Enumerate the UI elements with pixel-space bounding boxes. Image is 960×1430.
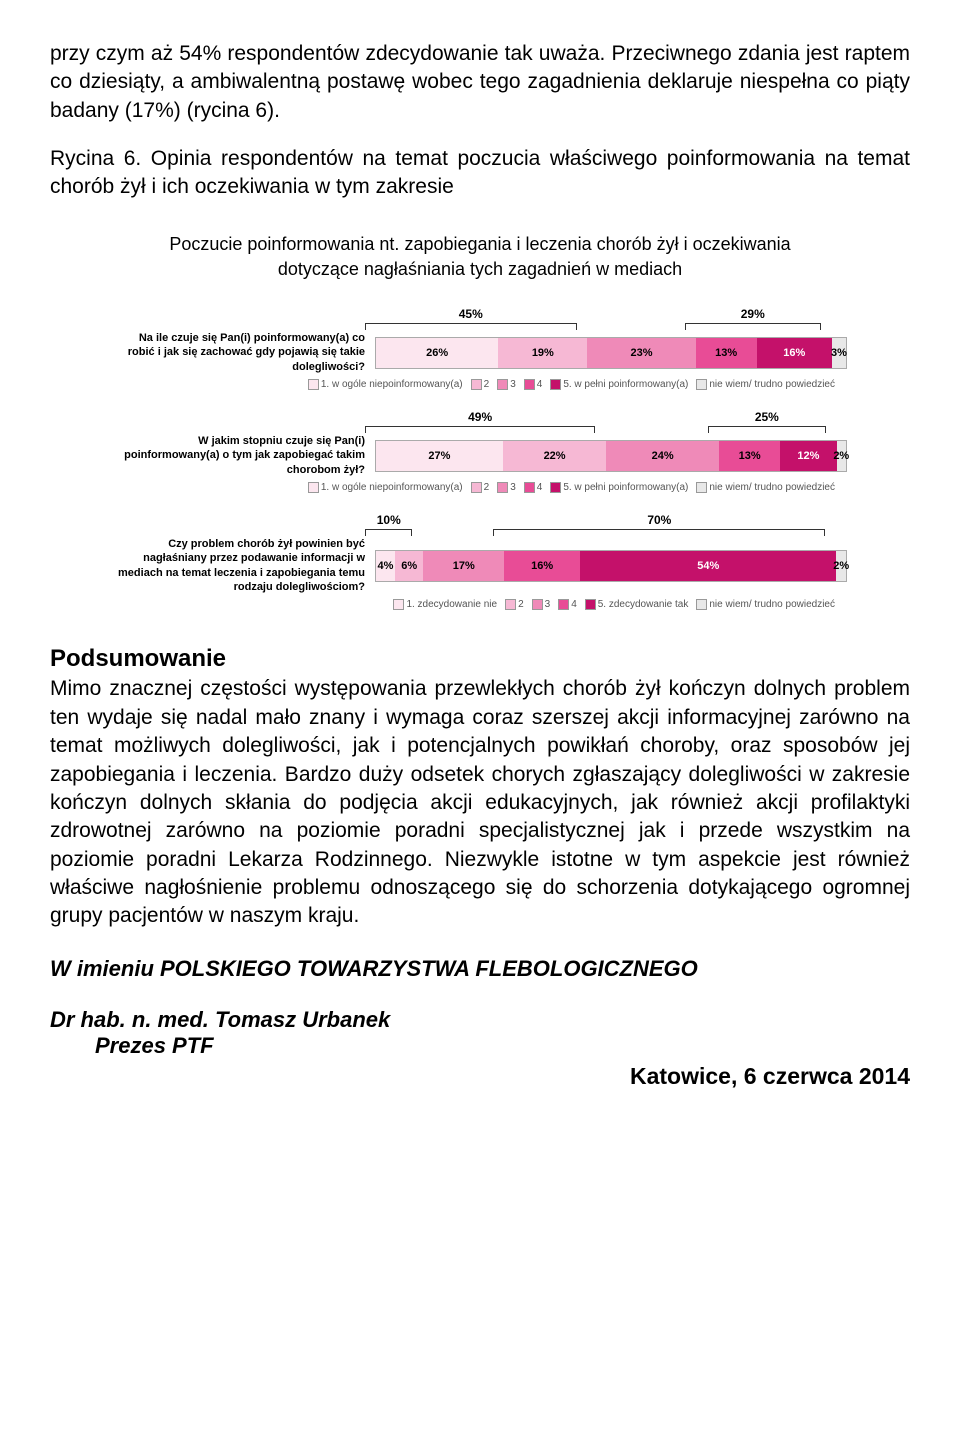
chart-question: Czy problem chorób żył powinien być nagł… bbox=[110, 537, 375, 594]
legend-swatch bbox=[497, 379, 508, 390]
legend-label: 4 bbox=[571, 599, 577, 610]
legend-label: nie wiem/ trudno powiedzieć bbox=[709, 482, 835, 493]
summary-heading: Podsumowanie bbox=[50, 645, 910, 673]
bar-segment: 13% bbox=[719, 441, 780, 471]
bar-segment: 2% bbox=[836, 551, 845, 581]
legend-label: 4 bbox=[537, 482, 543, 493]
legend-label: 5. w pełni poinformowany(a) bbox=[563, 379, 688, 390]
bracket-label: 10% bbox=[365, 513, 412, 536]
intro-paragraph-2: Rycina 6. Opinia respondentów na temat p… bbox=[50, 145, 910, 202]
legend-label: 5. w pełni poinformowany(a) bbox=[563, 482, 688, 493]
bracket-row: 45% 29% bbox=[110, 307, 960, 329]
legend-label: 1. w ogóle niepoinformowany(a) bbox=[321, 482, 463, 493]
chart-row: Na ile czuje się Pan(i) poinformowany(a)… bbox=[110, 331, 850, 374]
legend-swatch bbox=[471, 482, 482, 493]
bar-segment: 2% bbox=[837, 441, 846, 471]
legend-swatch bbox=[550, 482, 561, 493]
legend-swatch bbox=[524, 482, 535, 493]
legend-label: 1. zdecydowanie nie bbox=[406, 599, 497, 610]
chart-legend: 1. zdecydowanie nie 2 3 4 5. zdecydowanie ta… bbox=[110, 599, 835, 610]
chart-main-title: Poczucie poinformowania nt. zapobiegania… bbox=[130, 232, 830, 282]
legend-swatch bbox=[558, 599, 569, 610]
stacked-bar: 27%22%24%13%12%2% bbox=[375, 440, 847, 472]
bracket-row: 10% 70% bbox=[110, 513, 960, 535]
bar-segment: 26% bbox=[376, 338, 498, 368]
bar-segment: 54% bbox=[580, 551, 836, 581]
legend-label: 1. w ogóle niepoinformowany(a) bbox=[321, 379, 463, 390]
bar-segment: 24% bbox=[606, 441, 719, 471]
signature-name: Dr hab. n. med. Tomasz Urbanek bbox=[50, 1007, 910, 1033]
bracket-label: 25% bbox=[708, 410, 826, 433]
bar-segment: 4% bbox=[376, 551, 395, 581]
legend-swatch bbox=[696, 599, 707, 610]
intro-paragraph-1: przy czym aż 54% respondentów zdecydowan… bbox=[50, 40, 910, 125]
bar-segment: 16% bbox=[504, 551, 580, 581]
bar-segment: 16% bbox=[757, 338, 832, 368]
chart-row: Czy problem chorób żył powinien być nagł… bbox=[110, 537, 850, 594]
chart-legend: 1. w ogóle niepoinformowany(a) 2 3 4 5. w pe… bbox=[110, 379, 835, 390]
legend-swatch bbox=[524, 379, 535, 390]
legend-label: 2 bbox=[484, 379, 490, 390]
chart-question: Na ile czuje się Pan(i) poinformowany(a)… bbox=[110, 331, 375, 374]
bar-segment: 12% bbox=[780, 441, 836, 471]
bracket-label: 70% bbox=[493, 513, 825, 536]
chart-block: 10% 70% Czy problem chorób żył powinien by… bbox=[110, 513, 850, 610]
legend-label: 3 bbox=[510, 379, 516, 390]
legend-swatch bbox=[497, 482, 508, 493]
chart-row: W jakim stopniu czuje się Pan(i) poinfor… bbox=[110, 434, 850, 477]
charts-container: 45% 29% Na ile czuje się Pan(i) poinformow… bbox=[50, 307, 910, 610]
legend-swatch bbox=[696, 482, 707, 493]
stacked-bar: 26%19%23%13%16%3% bbox=[375, 337, 847, 369]
bracket-label: 45% bbox=[365, 307, 577, 330]
bar-segment: 23% bbox=[587, 338, 695, 368]
bar-segment: 13% bbox=[696, 338, 757, 368]
bracket-label: 29% bbox=[685, 307, 821, 330]
legend-swatch bbox=[308, 482, 319, 493]
legend-swatch bbox=[505, 599, 516, 610]
legend-swatch bbox=[471, 379, 482, 390]
legend-label: 2 bbox=[518, 599, 524, 610]
summary-paragraph: Mimo znacznej częstości występowania prz… bbox=[50, 675, 910, 930]
legend-label: 2 bbox=[484, 482, 490, 493]
bar-segment: 6% bbox=[395, 551, 423, 581]
legend-swatch bbox=[585, 599, 596, 610]
bracket-row: 49% 25% bbox=[110, 410, 960, 432]
legend-label: nie wiem/ trudno powiedzieć bbox=[709, 599, 835, 610]
document-date: Katowice, 6 czerwca 2014 bbox=[50, 1063, 910, 1090]
legend-swatch bbox=[532, 599, 543, 610]
bar-segment: 22% bbox=[503, 441, 606, 471]
bar-segment: 19% bbox=[498, 338, 587, 368]
bar-segment: 3% bbox=[832, 338, 846, 368]
legend-label: 3 bbox=[545, 599, 551, 610]
signature-title: Prezes PTF bbox=[95, 1033, 910, 1059]
legend-swatch bbox=[696, 379, 707, 390]
bar-segment: 17% bbox=[423, 551, 504, 581]
on-behalf-line: W imieniu POLSKIEGO TOWARZYSTWA FLEBOLOG… bbox=[50, 956, 910, 982]
chart-block: 45% 29% Na ile czuje się Pan(i) poinformow… bbox=[110, 307, 850, 390]
stacked-bar: 4%6%17%16%54%2% bbox=[375, 550, 847, 582]
legend-swatch bbox=[308, 379, 319, 390]
bracket-label: 49% bbox=[365, 410, 595, 433]
legend-label: 5. zdecydowanie tak bbox=[598, 599, 689, 610]
chart-question: W jakim stopniu czuje się Pan(i) poinfor… bbox=[110, 434, 375, 477]
chart-block: 49% 25% W jakim stopniu czuje się Pan(i) p… bbox=[110, 410, 850, 493]
legend-label: 4 bbox=[537, 379, 543, 390]
chart-legend: 1. w ogóle niepoinformowany(a) 2 3 4 5. w pe… bbox=[110, 482, 835, 493]
bar-segment: 27% bbox=[376, 441, 503, 471]
legend-swatch bbox=[393, 599, 404, 610]
legend-label: nie wiem/ trudno powiedzieć bbox=[709, 379, 835, 390]
legend-label: 3 bbox=[510, 482, 516, 493]
legend-swatch bbox=[550, 379, 561, 390]
